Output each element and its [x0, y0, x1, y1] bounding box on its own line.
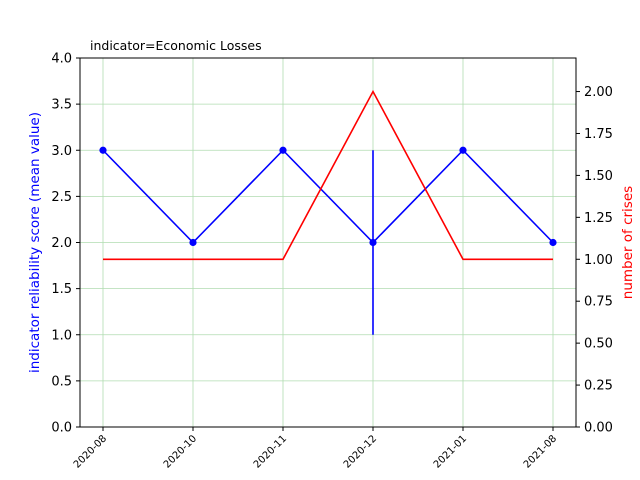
right-tick-label: 0.50 — [584, 337, 613, 352]
right-axis-label: number of crises — [620, 186, 636, 299]
right-axis: 0.00 0.25 0.50 0.75 1.00 1.25 1.50 1.75 2.00 — [576, 85, 613, 436]
left-tick-label: 1.0 — [51, 328, 72, 343]
x-tick-label: 2020-08 — [72, 433, 109, 470]
left-tick-label: 0.0 — [51, 421, 72, 436]
chart-title: indicator=Economic Losses — [90, 38, 262, 53]
data-point — [369, 238, 377, 247]
left-tick-label: 3.0 — [51, 144, 72, 159]
data-point — [99, 146, 107, 154]
grid — [80, 57, 576, 428]
right-tick-label: 1.75 — [584, 127, 613, 142]
series-line-right — [103, 89, 553, 261]
right-tick-label: 1.50 — [584, 169, 613, 184]
data-point — [549, 238, 557, 247]
x-axis: 2020-08 2020-10 2020-11 2020-12 2021-01 2021-… — [72, 427, 559, 471]
x-tick-label: 2020-11 — [252, 433, 289, 470]
x-tick-label: 2021-01 — [432, 433, 469, 470]
left-tick-label: 0.5 — [51, 374, 72, 389]
right-tick-label: 0.00 — [584, 421, 613, 436]
data-point — [189, 238, 197, 247]
left-tick-label: 2.0 — [51, 236, 72, 251]
series-layer — [99, 89, 557, 335]
right-tick-label: 1.25 — [584, 211, 613, 226]
left-tick-label: 4.0 — [51, 52, 72, 67]
right-tick-label: 0.75 — [584, 295, 613, 310]
data-point — [459, 146, 467, 154]
x-tick-label: 2020-10 — [162, 433, 199, 470]
left-tick-label: 1.5 — [51, 282, 72, 297]
left-axis: 0.0 0.5 1.0 1.5 2.0 2.5 3.0 3.5 4.0 — [51, 52, 80, 436]
x-tick-label: 2020-12 — [342, 433, 379, 470]
series-line-left — [102, 149, 554, 244]
right-tick-label: 0.25 — [584, 379, 613, 394]
left-axis-label: indicator reliability score (mean value) — [27, 112, 43, 373]
left-tick-label: 2.5 — [51, 190, 72, 205]
left-tick-label: 3.5 — [51, 98, 72, 113]
x-tick-label: 2021-08 — [522, 433, 559, 470]
data-point — [279, 146, 287, 154]
right-tick-label: 2.00 — [584, 85, 613, 100]
right-tick-label: 1.00 — [584, 253, 613, 268]
